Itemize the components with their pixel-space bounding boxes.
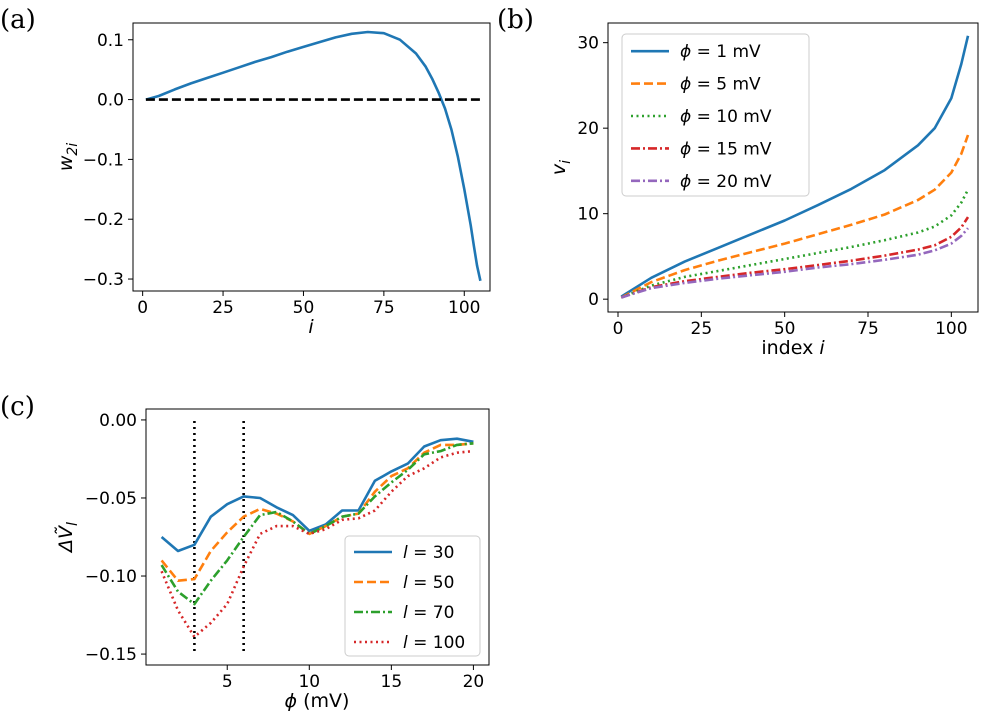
y-axis-label-sub: i <box>558 160 574 164</box>
x-axis-label: ϕ (mV) <box>285 690 350 712</box>
y-axis-label-main: ΔṼ <box>53 524 77 554</box>
series-line-3 <box>620 216 970 299</box>
legend-entry-value: = 100 <box>408 633 466 653</box>
series-line-3 <box>160 449 474 639</box>
plot-frame <box>145 408 490 666</box>
legend-entry-var: l <box>403 603 408 623</box>
legend-entry-value: = 1 mV <box>691 42 761 62</box>
x-axis-label-var: ϕ <box>285 690 298 712</box>
panel-label-a: (a) <box>0 5 36 35</box>
x-tick-label: 75 <box>373 298 395 318</box>
y-tick-label: 20 <box>577 119 599 139</box>
series-line-0 <box>145 30 482 282</box>
y-tick-label: −0.2 <box>83 210 124 230</box>
legend-entry-var: ϕ <box>680 75 691 95</box>
x-tick-label: 0 <box>137 298 148 318</box>
y-axis-label: vi <box>548 160 574 175</box>
legend-entry-value: = 20 mV <box>691 172 772 192</box>
x-tick-label: 15 <box>381 672 403 692</box>
x-tick-label: 100 <box>935 319 967 339</box>
series-line-1 <box>620 134 970 299</box>
legend-entry: ϕ = 5 mV <box>680 75 761 95</box>
y-tick-label: 0.00 <box>99 411 137 431</box>
x-tick-label: 50 <box>293 298 315 318</box>
legend-entry-var: ϕ <box>680 107 691 127</box>
x-tick-label: 100 <box>448 298 480 318</box>
y-axis-label-main: v <box>548 163 570 175</box>
series-line-2 <box>620 189 970 299</box>
legend-entry-value: = 30 <box>408 543 455 563</box>
y-tick-label: 0.0 <box>97 91 124 111</box>
y-axis-label-sub: 2i <box>65 143 81 156</box>
plot-frame <box>132 22 491 292</box>
legend-entry-value: = 15 mV <box>691 139 772 159</box>
y-axis-label: w2i <box>55 143 81 171</box>
x-tick-label: 5 <box>222 672 233 692</box>
legend-entry-var: l <box>403 543 408 563</box>
y-tick-label: 0.1 <box>97 31 124 51</box>
y-tick-label: 30 <box>577 34 599 54</box>
x-axis-label-var: i <box>819 337 825 359</box>
series-line-0 <box>160 437 474 553</box>
x-axis-label-unit: (mV) <box>297 690 349 712</box>
chart-a: 0 25 50 75 100 0.1 0.0 −0.1 −0.2 −0.3 i w2i <box>55 22 491 338</box>
legend-box <box>344 535 481 657</box>
x-tick-label: 25 <box>691 319 713 339</box>
legend-entry-value: = 5 mV <box>691 75 761 95</box>
series-line-4 <box>620 227 969 299</box>
y-tick-label: −0.1 <box>83 150 124 170</box>
legend-entry-var: l <box>403 633 408 653</box>
legend-entry-value: = 50 <box>408 573 455 593</box>
legend-entry: ϕ = 15 mV <box>680 139 772 159</box>
series-line-0 <box>620 35 970 298</box>
legend-entry: ϕ = 20 mV <box>680 172 772 192</box>
y-tick-label: −0.3 <box>83 270 124 290</box>
y-axis-label-sub: l <box>65 522 81 526</box>
legend-entry-value: = 10 mV <box>691 107 772 127</box>
panel-label-b: (b) <box>497 5 534 35</box>
x-axis-label: i <box>308 316 314 338</box>
x-tick-label: 25 <box>212 298 234 318</box>
legend-entry: l = 70 <box>403 603 454 623</box>
x-tick-label: 20 <box>463 672 485 692</box>
y-axis-label-main: w <box>55 155 77 171</box>
x-axis-label: index i <box>761 337 825 359</box>
legend-entry-var: ϕ <box>680 42 691 62</box>
series-line-2 <box>160 442 474 606</box>
y-tick-label: −0.15 <box>85 645 137 665</box>
y-tick-label: 10 <box>577 205 599 225</box>
plot-frame <box>607 22 979 313</box>
x-tick-label: 50 <box>774 319 796 339</box>
legend-entry-var: ϕ <box>680 172 691 192</box>
x-axis-label-text: index <box>761 337 819 359</box>
legend-entry: l = 30 <box>403 543 454 563</box>
legend-entry-var: l <box>403 573 408 593</box>
legend-box <box>621 33 810 197</box>
x-tick-label: 10 <box>298 672 320 692</box>
legend-entry: l = 100 <box>403 633 465 653</box>
y-tick-label: −0.05 <box>85 489 137 509</box>
series-line-1 <box>160 442 474 583</box>
legend-entry: ϕ = 1 mV <box>680 42 761 62</box>
y-tick-label: −0.10 <box>85 567 137 587</box>
legend-entry: ϕ = 10 mV <box>680 107 772 127</box>
y-tick-label: 0 <box>588 290 599 310</box>
x-tick-label: 0 <box>613 319 624 339</box>
legend-entry: l = 50 <box>403 573 454 593</box>
x-tick-label: 75 <box>857 319 879 339</box>
panel-label-c: (c) <box>0 392 35 422</box>
legend-entry-var: ϕ <box>680 139 691 159</box>
legend-entry-value: = 70 <box>408 603 455 623</box>
y-axis-label: ΔṼl <box>53 522 81 554</box>
